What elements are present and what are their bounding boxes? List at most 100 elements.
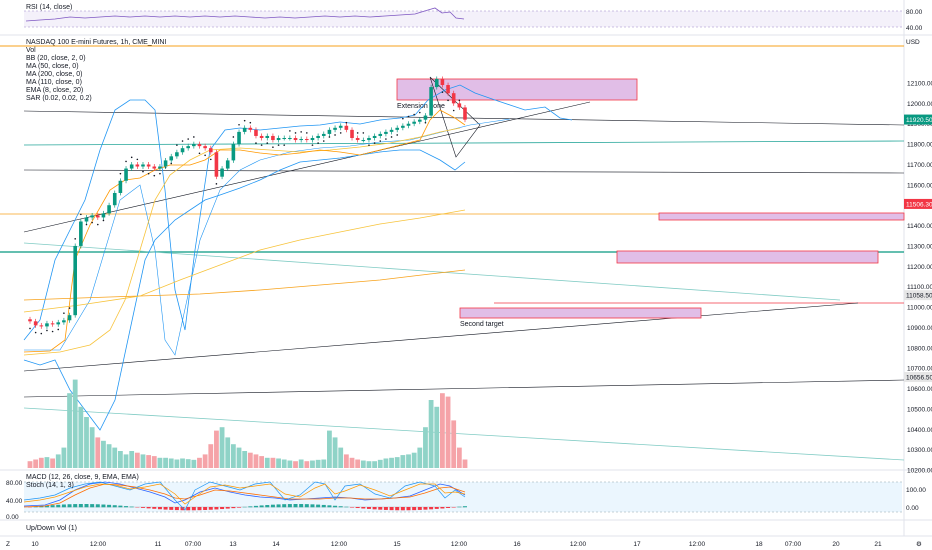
macd-hist-bar xyxy=(73,504,78,508)
zone-extension xyxy=(396,78,638,101)
sar-dot xyxy=(153,174,156,177)
macd-hist-bar xyxy=(61,504,66,508)
sar-dot xyxy=(362,132,365,134)
volume-bar xyxy=(157,457,163,468)
macd-hist-bar xyxy=(366,507,371,509)
sar-dot xyxy=(215,183,218,185)
price-tick: 11100.00 xyxy=(907,284,932,291)
volume-bar xyxy=(242,451,248,468)
sar-dot xyxy=(283,144,286,146)
sar-dot xyxy=(311,144,314,146)
price-tick: 10200.00 xyxy=(907,468,932,475)
macd-hist-bar xyxy=(287,504,292,508)
macd-hist-bar xyxy=(276,504,281,508)
sar-dot xyxy=(125,160,127,163)
indicator-legend-5: EMA (8, close, 20) xyxy=(26,87,83,94)
macd-hist-bar xyxy=(327,505,332,508)
macd-hist-bar xyxy=(321,504,326,508)
candle-body xyxy=(124,168,128,181)
indicator-legend-2: MA (50, close, 0) xyxy=(26,63,79,70)
sar-dot xyxy=(74,238,76,240)
candle-body xyxy=(39,325,44,327)
ma-110 xyxy=(23,209,466,313)
sar-dot xyxy=(40,332,43,335)
candle-body xyxy=(90,215,94,218)
indicator-legend-1: BB (20, close, 2, 0) xyxy=(26,55,86,62)
rsi-tick-40: 40.00 xyxy=(906,25,923,32)
candle-body xyxy=(220,168,224,177)
price-tick: 11200.00 xyxy=(907,264,932,271)
sar-dot xyxy=(176,144,178,146)
volume-bar xyxy=(281,459,287,468)
price-label-bg-2 xyxy=(904,290,932,301)
price-label-2: 11058.50 xyxy=(906,293,932,300)
time-tick: 14 xyxy=(272,541,280,548)
volume-bars xyxy=(27,379,468,468)
time-tick: 07:00 xyxy=(785,541,802,548)
sar-dot xyxy=(260,144,263,146)
macd-hist-bar xyxy=(33,506,38,508)
volume-bar xyxy=(287,460,293,468)
volume-bar xyxy=(440,393,445,468)
macd-hist-bar xyxy=(140,507,145,508)
level-line-11700 xyxy=(23,169,905,174)
candle-body xyxy=(423,115,428,120)
macd-histogram xyxy=(28,504,467,511)
candle-body xyxy=(237,131,241,145)
macd-hist-bar xyxy=(129,506,134,508)
time-tick: 21 xyxy=(874,541,882,548)
macd-right-tick-0: 100.00 xyxy=(906,487,926,494)
settings-icon[interactable]: ⚙ xyxy=(916,540,922,548)
sar-dot xyxy=(402,117,404,120)
zone-second-target xyxy=(459,307,702,319)
time-tick: 12:00 xyxy=(331,541,348,548)
volume-bar xyxy=(310,460,315,468)
candle-body xyxy=(186,146,190,149)
macd-hist-bar xyxy=(146,507,151,509)
sar-dot xyxy=(91,221,93,224)
macd-hist-bar xyxy=(378,507,383,510)
sar-dot xyxy=(130,156,133,159)
macd-hist-bar xyxy=(361,507,366,509)
sar-dot xyxy=(198,152,201,155)
volume-bar xyxy=(411,452,417,468)
volume-bar xyxy=(168,458,174,468)
sar-dot xyxy=(373,142,376,144)
price-label-1: 11506.30 xyxy=(906,201,932,208)
macd-hist-bar xyxy=(225,507,230,509)
sar-dot xyxy=(232,136,235,138)
macd-hist-bar xyxy=(56,504,61,508)
time-tick: 12:00 xyxy=(689,541,706,548)
candle-body xyxy=(321,133,326,136)
volume-bar xyxy=(293,461,298,468)
macd-hist-bar xyxy=(355,507,360,509)
rsi-line xyxy=(25,7,465,22)
trendline-5 xyxy=(23,407,905,461)
candle-body xyxy=(203,146,207,149)
volume-bar xyxy=(197,457,202,468)
sar-dot xyxy=(187,138,189,140)
sar-dot xyxy=(339,132,342,134)
macd-hist-bar xyxy=(118,505,123,508)
indicator-legend-6: SAR (0.02, 0.02, 0.2) xyxy=(26,95,92,102)
candle-body xyxy=(50,323,55,325)
volume-bar xyxy=(174,459,180,468)
sar-dot xyxy=(147,172,150,175)
sar-dot xyxy=(419,111,421,114)
sar-dot xyxy=(424,121,427,124)
sar-dot xyxy=(63,312,65,314)
macd-hist-bar xyxy=(270,504,275,508)
candle-body xyxy=(310,137,315,141)
volume-bar xyxy=(462,459,468,468)
candle-body xyxy=(406,123,411,126)
macd-hist-bar xyxy=(316,504,321,508)
volume-bar xyxy=(372,461,378,468)
candle-body xyxy=(169,156,174,161)
candle-body xyxy=(401,125,405,128)
candle-body xyxy=(141,164,145,167)
macd-hist-bar xyxy=(67,504,72,508)
sar-dot xyxy=(255,142,257,144)
time-tick: 07:00 xyxy=(185,541,202,548)
timezone-icon[interactable]: Z xyxy=(6,541,10,548)
